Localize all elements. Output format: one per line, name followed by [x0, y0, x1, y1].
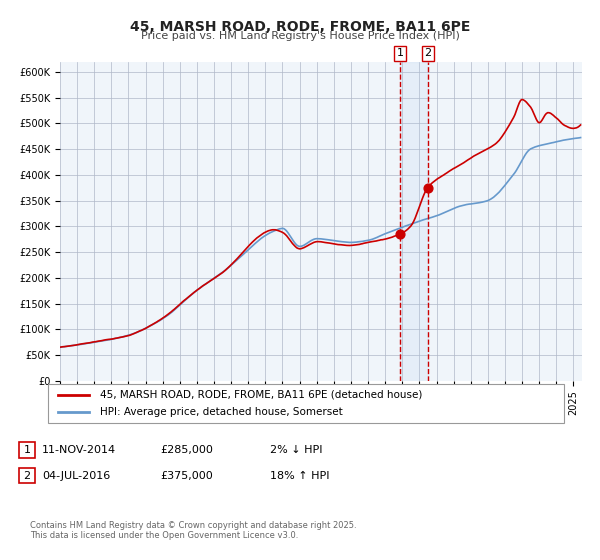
Point [395, 230, 404, 239]
Text: 1: 1 [397, 48, 403, 58]
Text: £375,000: £375,000 [160, 470, 213, 480]
Text: 45, MARSH ROAD, RODE, FROME, BA11 6PE: 45, MARSH ROAD, RODE, FROME, BA11 6PE [130, 20, 470, 34]
Text: 04-JUL-2016: 04-JUL-2016 [42, 470, 110, 480]
FancyBboxPatch shape [19, 442, 35, 458]
Text: £285,000: £285,000 [160, 445, 213, 455]
FancyBboxPatch shape [19, 468, 35, 483]
Text: HPI: Average price, detached house, Somerset: HPI: Average price, detached house, Some… [100, 407, 343, 417]
Text: 45, MARSH ROAD, RODE, FROME, BA11 6PE (detached house): 45, MARSH ROAD, RODE, FROME, BA11 6PE (d… [100, 390, 422, 400]
Text: 11-NOV-2014: 11-NOV-2014 [42, 445, 116, 455]
Text: 18% ↑ HPI: 18% ↑ HPI [270, 470, 329, 480]
Point [423, 183, 433, 192]
Text: 1: 1 [23, 445, 31, 455]
FancyBboxPatch shape [48, 384, 564, 423]
Text: Contains HM Land Registry data © Crown copyright and database right 2025.
This d: Contains HM Land Registry data © Crown c… [30, 521, 356, 540]
Text: Price paid vs. HM Land Registry's House Price Index (HPI): Price paid vs. HM Land Registry's House … [140, 31, 460, 41]
Bar [400, 62, 428, 381]
Text: 2% ↓ HPI: 2% ↓ HPI [270, 445, 323, 455]
Text: 2: 2 [23, 470, 31, 480]
Text: 2: 2 [424, 48, 431, 58]
